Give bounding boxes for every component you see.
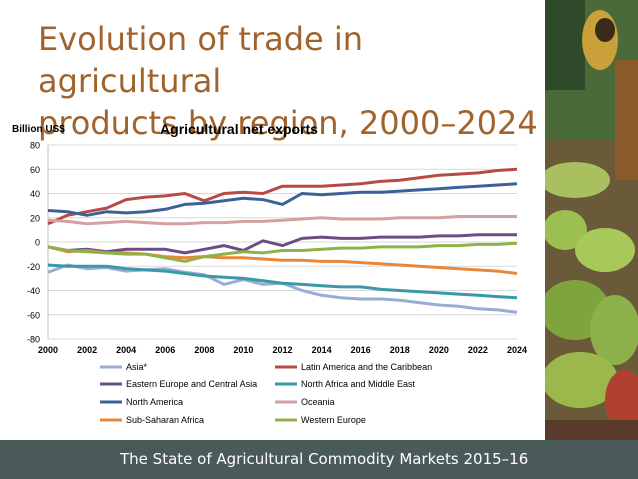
x-tick-label: 2012	[272, 345, 292, 355]
series-line	[47, 215, 517, 226]
x-tick-label: 2006	[155, 345, 175, 355]
y-tick-label: -40	[27, 286, 40, 296]
series-line	[47, 167, 518, 226]
legend-label: Latin America and the Caribbean	[301, 362, 432, 372]
y-tick-labels: 80 60 40 20 0 -20 -40 -60 -80	[27, 141, 40, 345]
legend-label: Asia*	[126, 362, 148, 372]
x-tick-label: 2024	[507, 345, 527, 355]
legend: Asia* Latin America and the Caribbean East…	[100, 362, 432, 425]
legend-label: North Africa and Middle East	[301, 379, 416, 389]
legend-label: Western Europe	[301, 415, 366, 425]
y-tick-label: 20	[30, 213, 40, 223]
series-line	[47, 233, 517, 255]
x-tick-label: 2018	[390, 345, 410, 355]
x-tick-label: 2014	[312, 345, 332, 355]
slide-title: Evolution of trade in agricultural produ…	[38, 18, 538, 144]
y-tick-label: 80	[30, 141, 40, 151]
footer-bar: The State of Agricultural Commodity Mark…	[0, 440, 638, 479]
series-line	[47, 241, 518, 263]
footer-text: The State of Agricultural Commodity Mark…	[120, 450, 529, 468]
legend-label: North America	[126, 397, 183, 407]
series-line	[47, 182, 518, 217]
x-tick-labels: 2000 2002 2004 2006 2008 2010 2012 2014 2016 2018…	[38, 345, 527, 355]
market-photo-image	[545, 0, 638, 440]
x-tick-label: 2010	[233, 345, 253, 355]
x-tick-label: 2008	[194, 345, 214, 355]
x-tick-label: 2000	[38, 345, 58, 355]
line-chart: Agricultural net exports Billion US$ 80 6…	[12, 121, 527, 425]
chart-title: Agricultural net exports	[160, 121, 318, 137]
series-line	[47, 263, 518, 314]
y-tick-label: 60	[30, 165, 40, 175]
legend-label: Sub-Saharan Africa	[126, 415, 204, 425]
y-tick-label: 40	[30, 189, 40, 199]
x-tick-label: 2002	[77, 345, 97, 355]
y-tick-label: -20	[27, 262, 40, 272]
slide-title-line2: products by region, 2000–2024	[38, 104, 538, 142]
x-tick-label: 2016	[351, 345, 371, 355]
y-tick-label: -60	[27, 310, 40, 320]
y-tick-label: -80	[27, 335, 40, 345]
x-tick-label: 2022	[468, 345, 488, 355]
legend-label: Eastern Europe and Central Asia	[126, 379, 257, 389]
x-tick-label: 2020	[429, 345, 449, 355]
x-tick-label: 2004	[116, 345, 136, 355]
y-axis-label: Billion US$	[12, 124, 65, 135]
market-photo	[545, 0, 638, 440]
series-line	[47, 263, 518, 300]
slide-title-line1: Evolution of trade in agricultural	[38, 20, 364, 100]
legend-label: Oceania	[301, 397, 335, 407]
series-lines	[47, 167, 518, 314]
y-tick-label: 0	[35, 238, 40, 248]
